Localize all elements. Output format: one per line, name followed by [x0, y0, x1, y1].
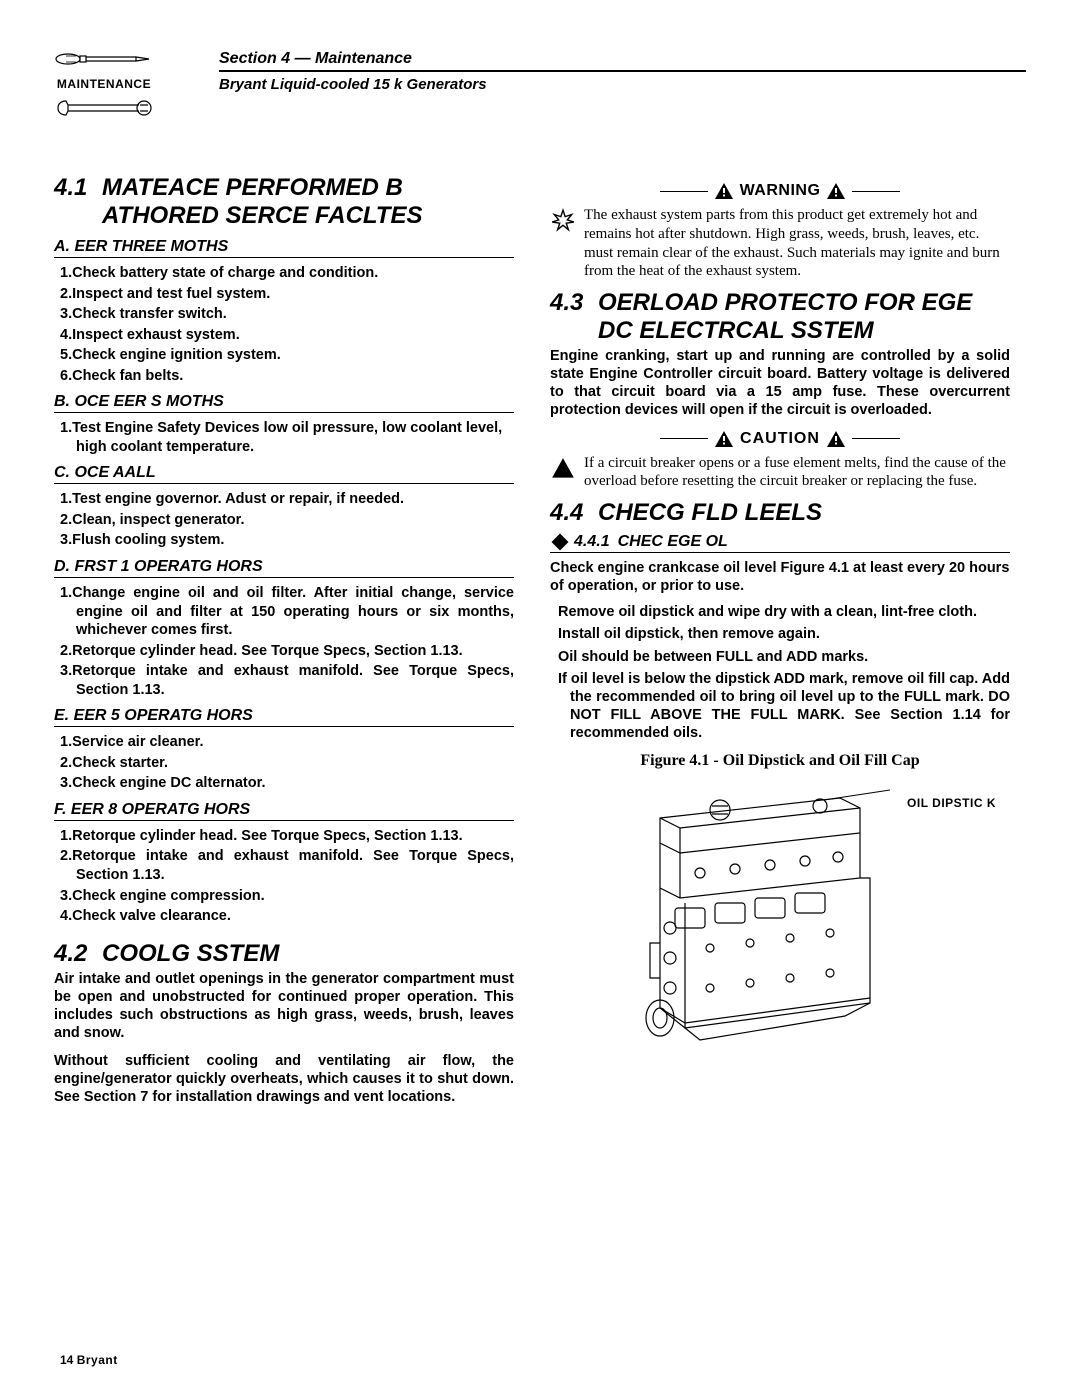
caution-triangle-icon: [826, 430, 846, 448]
list-E: 1.Service air cleaner. 2.Check starter. …: [54, 733, 514, 793]
engine-drawing-icon: [590, 778, 990, 1048]
warning-burst-icon: [550, 208, 576, 281]
section-subtitle: Bryant Liquid-cooled 15 k Generators: [219, 76, 1026, 93]
s44-p1: Check engine crankcase oil level Figure …: [550, 559, 1010, 595]
s42-p1: Air intake and outlet openings in the ge…: [54, 970, 514, 1043]
s43-p1: Engine cranking, start up and running ar…: [550, 347, 1010, 420]
diamond-bullet-icon: [552, 534, 569, 551]
screwdriver-icon: [54, 50, 154, 68]
heading-4-3: 4.3 OERLOAD PROTECTO FOR EGE DC ELECTRCA…: [550, 289, 1010, 345]
caution-header: CAUTION: [550, 430, 1010, 448]
sub-heading-B: B. OCE EER S MOTHS: [54, 393, 514, 413]
sub-heading-F: F. EER 8 OPERATG HORS: [54, 801, 514, 821]
right-column: WARNING The exhaust system parts from th…: [550, 174, 1010, 1117]
list-D: 1.Change engine oil and oil filter. Afte…: [54, 584, 514, 699]
s44-steps: Remove oil dipstick and wipe dry with a …: [550, 603, 1010, 742]
warning-triangle-icon: [826, 182, 846, 200]
maintenance-icon-block: MAINTENANCE: [54, 50, 199, 124]
section-title: Section 4 — Maintenance: [219, 50, 1026, 72]
heading-4-4: 4.4 CHECG FLD LEELS: [550, 499, 1010, 527]
heading-4-1: 4.1 MATEACE PERFORMED B ATHORED SERCE FA…: [54, 174, 514, 230]
list-B: 1.Test Engine Safety Devices low oil pre…: [54, 419, 514, 456]
caution-triangle-icon: [714, 430, 734, 448]
list-C: 1.Test engine governor. Adust or repair,…: [54, 490, 514, 550]
list-A: 1.Check battery state of charge and cond…: [54, 264, 514, 385]
page-header: MAINTENANCE Section 4 — Maintenance Brya…: [54, 50, 1026, 124]
page-footer: 14 Bryant: [60, 1353, 118, 1367]
heading-4-2: 4.2 COOLG SSTEM: [54, 940, 514, 968]
warning-box: The exhaust system parts from this produ…: [550, 206, 1010, 281]
figure-title: Figure 4.1 - Oil Dipstick and Oil Fill C…: [550, 752, 1010, 770]
warning-header: WARNING: [550, 182, 1010, 200]
header-text-block: Section 4 — Maintenance Bryant Liquid-co…: [219, 50, 1026, 93]
caution-solid-triangle-icon: [550, 456, 576, 492]
s42-p2: Without sufficient cooling and ventilati…: [54, 1052, 514, 1106]
left-column: 4.1 MATEACE PERFORMED B ATHORED SERCE FA…: [54, 174, 514, 1117]
warning-triangle-icon: [714, 182, 734, 200]
sub-heading-A: A. EER THREE MOTHS: [54, 238, 514, 258]
engine-figure: OIL DIPSTIC K: [590, 778, 990, 1048]
sub-heading-4-4-1: 4.4.1 CHEC EGE OL: [550, 533, 1010, 553]
sub-heading-C: C. OCE AALL: [54, 464, 514, 484]
figure-label: OIL DIPSTIC K: [907, 796, 996, 810]
list-F: 1.Retorque cylinder head. See Torque Spe…: [54, 827, 514, 926]
sub-heading-E: E. EER 5 OPERATG HORS: [54, 707, 514, 727]
maintenance-label: MAINTENANCE: [54, 77, 154, 91]
wrench-icon: [54, 97, 154, 119]
caution-box: If a circuit breaker opens or a fuse ele…: [550, 454, 1010, 492]
sub-heading-D: D. FRST 1 OPERATG HORS: [54, 558, 514, 578]
